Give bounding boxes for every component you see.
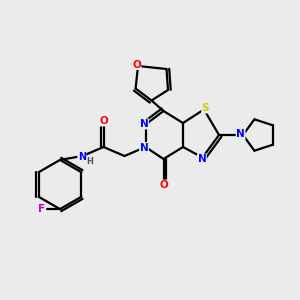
Text: O: O — [132, 59, 141, 70]
Text: O: O — [159, 180, 168, 190]
Text: N: N — [236, 129, 245, 140]
Text: F: F — [38, 204, 46, 214]
Text: N: N — [140, 119, 148, 129]
Text: N: N — [140, 142, 148, 153]
Text: N: N — [78, 152, 86, 162]
Text: N: N — [197, 154, 206, 164]
Text: H: H — [87, 157, 93, 166]
Text: O: O — [99, 116, 108, 126]
Text: S: S — [202, 103, 209, 113]
